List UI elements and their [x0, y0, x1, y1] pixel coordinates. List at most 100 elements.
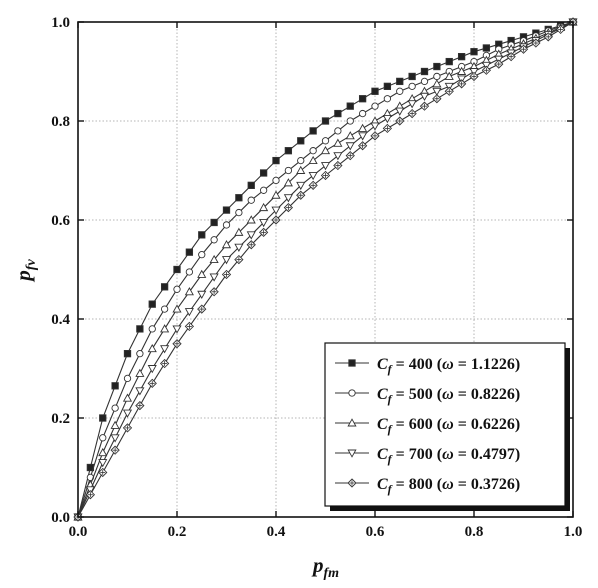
data-point	[419, 101, 430, 111]
data-point	[259, 202, 269, 212]
data-point	[432, 79, 442, 88]
data-point	[333, 160, 343, 171]
data-point	[308, 155, 318, 165]
data-point	[469, 71, 479, 82]
data-point	[123, 374, 132, 383]
data-point	[197, 304, 207, 314]
data-point	[345, 142, 355, 151]
data-point	[432, 94, 442, 104]
legend-label: Cf = 800 (ω = 0.3726)	[377, 476, 520, 496]
data-point	[198, 231, 206, 239]
x-tick-label: 0.6	[366, 524, 385, 540]
data-point	[135, 387, 145, 396]
data-point	[308, 171, 318, 181]
data-point	[160, 283, 169, 291]
data-point	[345, 151, 355, 161]
y-tick-label: 0.2	[51, 411, 70, 427]
data-point	[234, 227, 244, 236]
data-point	[247, 196, 255, 204]
data-point	[358, 109, 367, 118]
data-point	[234, 243, 244, 252]
data-point	[444, 86, 454, 96]
data-point	[321, 137, 330, 145]
data-point	[173, 265, 181, 274]
data-point	[284, 166, 293, 175]
y-tick-label: 0.4	[51, 312, 70, 328]
data-point	[347, 418, 357, 427]
data-point	[420, 77, 429, 86]
data-point	[197, 269, 207, 278]
legend-label: Cf = 700 (ω = 0.4797)	[377, 446, 520, 466]
data-point	[271, 206, 281, 215]
data-point	[408, 82, 416, 91]
data-point	[221, 240, 232, 249]
data-point	[396, 77, 404, 86]
data-point	[456, 79, 467, 89]
data-point	[222, 221, 231, 229]
data-point	[531, 38, 541, 48]
data-point	[382, 115, 392, 124]
data-point	[122, 423, 133, 433]
data-point	[222, 206, 231, 214]
data-point	[283, 194, 293, 203]
data-point	[408, 72, 416, 81]
data-point	[135, 400, 145, 411]
data-point	[321, 117, 330, 125]
data-point	[433, 62, 441, 71]
data-point	[457, 66, 467, 75]
data-point	[148, 300, 156, 308]
data-point	[160, 345, 170, 354]
data-point	[296, 181, 306, 191]
data-point	[348, 359, 356, 367]
data-point	[346, 102, 354, 110]
data-point	[371, 102, 379, 110]
data-point	[518, 44, 529, 54]
data-point	[432, 87, 442, 97]
data-point	[98, 447, 108, 457]
data-point	[481, 65, 492, 75]
data-point	[333, 152, 343, 161]
data-point	[135, 368, 145, 377]
legend-entry: Cf = 800 (ω = 0.3726)	[335, 476, 520, 496]
data-point	[111, 382, 119, 390]
data-point	[395, 107, 405, 116]
legend: Cf = 400 (ω = 1.1226) Cf = 500 (ω = 0.822…	[324, 342, 570, 511]
data-point	[147, 343, 157, 353]
data-point	[160, 324, 170, 333]
data-point	[382, 123, 393, 134]
x-axis-label: pfm	[311, 553, 339, 581]
data-point	[358, 123, 368, 132]
data-point	[210, 236, 218, 244]
plot-border	[77, 21, 574, 518]
y-tick-label: 0.0	[51, 510, 70, 526]
data-point	[111, 404, 119, 412]
plot-frame	[77, 21, 574, 518]
data-point	[209, 287, 219, 297]
legend-label: Cf = 500 (ω = 0.8226)	[377, 386, 520, 406]
series-1	[74, 18, 577, 521]
legend-entry: Cf = 400 (ω = 1.1226)	[335, 356, 520, 376]
data-point	[197, 290, 207, 299]
data-point	[296, 190, 306, 200]
data-point	[246, 231, 256, 240]
data-point	[160, 305, 169, 313]
data-point	[334, 109, 342, 118]
data-point	[543, 32, 553, 42]
data-point	[98, 467, 108, 478]
data-point	[184, 321, 195, 332]
data-point	[235, 194, 243, 202]
data-point	[110, 445, 120, 455]
axis-ticks: 0.0 0.2 0.4 0.6 0.8 1.0 0.0 0.2 0.4 0.6 0.8 1.0	[51, 15, 582, 540]
y-tick-label: 0.6	[51, 213, 70, 229]
y-tick-label: 0.8	[51, 114, 70, 130]
data-point	[396, 87, 404, 95]
data-point	[395, 116, 405, 126]
legend-label: Cf = 600 (ω = 0.6226)	[377, 416, 520, 436]
data-point	[283, 178, 293, 187]
data-point	[99, 414, 107, 422]
data-point	[433, 72, 441, 81]
data-point	[98, 459, 108, 468]
data-point	[283, 202, 294, 213]
y-axis-label: pfv	[11, 259, 39, 283]
